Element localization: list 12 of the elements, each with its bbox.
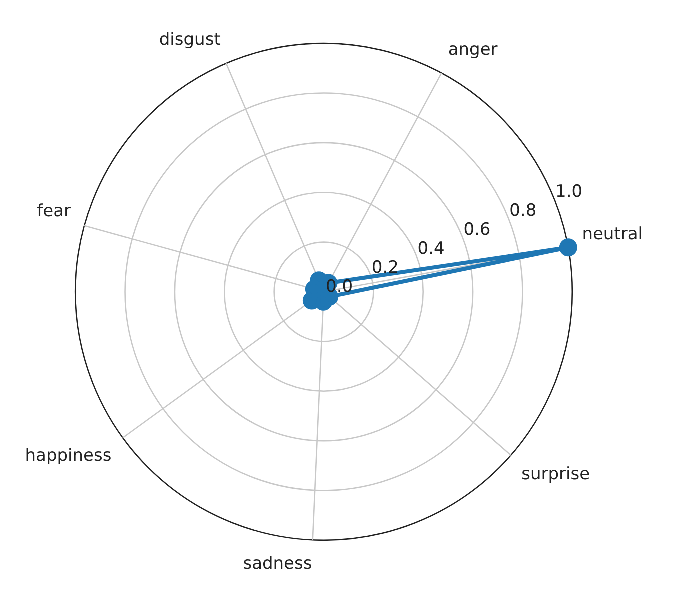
spoke-label: neutral [582,224,644,244]
y-tick-label: 0.2 [372,258,399,278]
spoke-label: fear [37,201,72,222]
y-tick-label: 0.8 [510,200,537,221]
y-tick-label: 0.4 [418,238,445,259]
spoke-label: anger [448,40,498,60]
spoke-label: sadness [243,554,312,574]
y-tick-label: 0.6 [464,220,491,240]
y-tick-label: 1.0 [556,182,583,202]
spoke-label: disgust [159,30,222,50]
spoke-label: happiness [25,446,112,466]
spoke-label: surprise [522,464,590,484]
